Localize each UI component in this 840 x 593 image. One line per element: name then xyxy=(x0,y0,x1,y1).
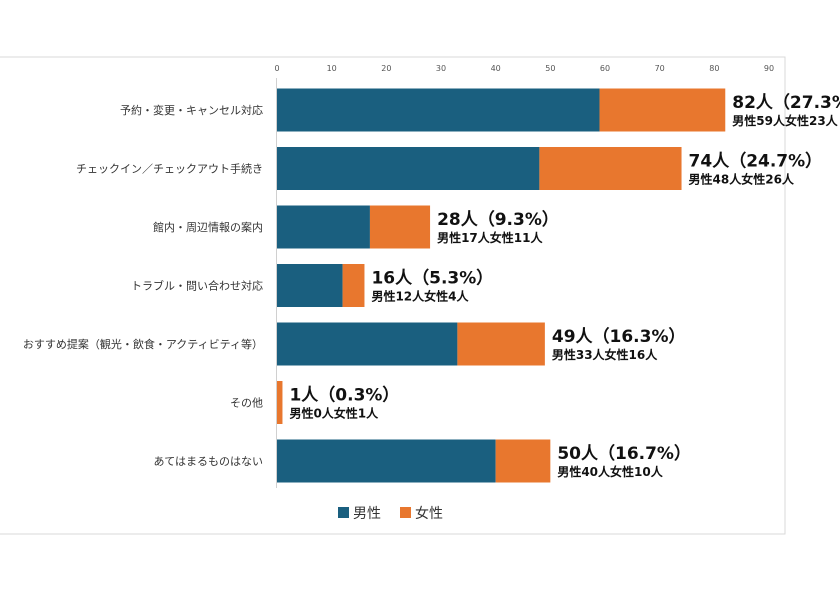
bar-segment xyxy=(277,381,283,424)
x-tick-label: 0 xyxy=(274,64,279,73)
data-labels: 82人（27.3%）男性59人女性23人 74人（24.7%）男性48人女性26人… xyxy=(289,92,840,479)
total-label: 49人（16.3%） xyxy=(552,326,686,347)
x-tick-label: 20 xyxy=(381,64,391,73)
category-label: 予約・変更・キャンセル対応 xyxy=(120,103,263,117)
bar-segment xyxy=(277,322,458,366)
breakdown-label: 男性33人女性16人 xyxy=(552,347,658,362)
x-tick-label: 60 xyxy=(600,64,610,73)
total-label: 50人（16.7%） xyxy=(557,443,691,464)
x-tick-label: 30 xyxy=(436,64,446,73)
x-tick-label: 40 xyxy=(491,64,501,73)
breakdown-label: 男性40人女性10人 xyxy=(557,464,663,479)
x-tick-label: 80 xyxy=(709,64,719,73)
total-label: 16人（5.3%） xyxy=(371,268,493,289)
bar-segment xyxy=(277,439,496,483)
total-label: 28人（9.3%） xyxy=(437,209,559,230)
legend-swatch xyxy=(338,507,349,518)
category-label: おすすめ提案（観光・飲食・アクティビティ等） xyxy=(23,337,263,351)
breakdown-label: 男性48人女性26人 xyxy=(689,172,795,187)
bar-segment xyxy=(342,264,365,307)
bar-segment xyxy=(369,205,431,249)
bar-segment xyxy=(277,147,540,190)
bar-segment xyxy=(277,205,370,249)
bars xyxy=(277,88,726,483)
total-label: 74人（24.7%） xyxy=(689,151,823,172)
x-tick-label: 10 xyxy=(327,64,337,73)
bar-segment xyxy=(599,88,726,132)
category-labels: 予約・変更・キャンセル対応チェックイン／チェックアウト手続き館内・周辺情報の案内… xyxy=(23,103,263,468)
breakdown-label: 男性59人女性23人 xyxy=(732,113,838,128)
legend-label: 男性 xyxy=(353,506,381,522)
breakdown-label: 男性12人女性4人 xyxy=(371,289,469,304)
category-label: チェックイン／チェックアウト手続き xyxy=(76,162,263,176)
breakdown-label: 男性17人女性11人 xyxy=(437,230,543,245)
category-label: その他 xyxy=(230,397,263,410)
x-tick-label: 50 xyxy=(545,64,555,73)
legend: 男性 女性 xyxy=(338,505,443,522)
bar-segment xyxy=(277,88,600,132)
x-tick-label: 90 xyxy=(764,64,774,73)
bar-segment xyxy=(457,322,545,366)
bar-segment xyxy=(277,264,343,307)
total-label: 1人（0.3%） xyxy=(289,385,399,406)
breakdown-label: 男性0人女性1人 xyxy=(289,406,379,421)
x-tick-label: 70 xyxy=(655,64,665,73)
total-label: 82人（27.3%） xyxy=(732,92,840,113)
category-label: あてはまるものはない xyxy=(153,455,263,468)
legend-swatch xyxy=(400,507,411,518)
legend-label: 女性 xyxy=(415,505,443,522)
category-label: 館内・周辺情報の案内 xyxy=(153,220,263,234)
category-label: トラブル・問い合わせ対応 xyxy=(131,279,263,293)
bar-segment xyxy=(539,147,682,190)
x-axis-ticks: 0 10 20 30 40 50 60 70 80 90 xyxy=(274,64,774,73)
bar-segment xyxy=(495,439,551,483)
